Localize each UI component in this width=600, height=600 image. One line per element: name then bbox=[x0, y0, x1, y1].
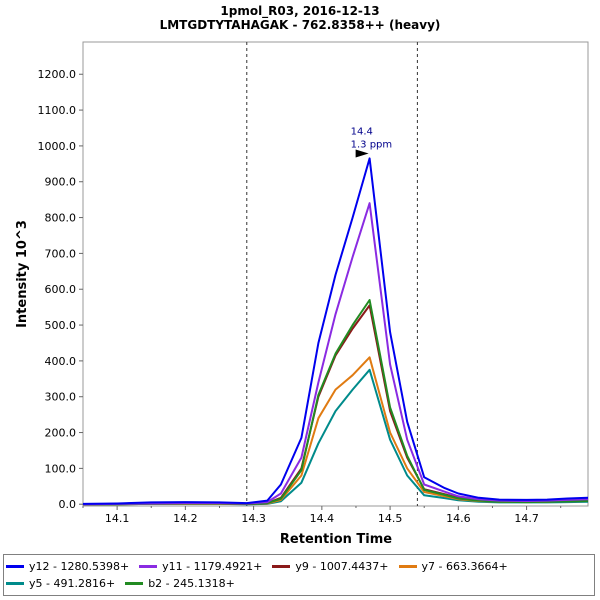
x-tick-label: 14.5 bbox=[378, 512, 403, 525]
x-axis: 14.1 14.2 14.3 14.4 14.5 14.6 14.7 bbox=[82, 506, 562, 525]
peak-marker-arrow bbox=[355, 149, 369, 158]
x-tick-label: 14.4 bbox=[310, 512, 335, 525]
y-tick-label: 400.0 bbox=[45, 355, 77, 368]
chart-title: 1pmol_R03, 2016-12-13 bbox=[220, 4, 379, 19]
legend-swatch bbox=[139, 565, 158, 568]
legend-swatch bbox=[6, 582, 24, 585]
legend-item: y11 - 1179.4921+ bbox=[139, 558, 262, 575]
y-tick-label: 900.0 bbox=[45, 176, 77, 189]
x-tick-label: 14.3 bbox=[241, 512, 266, 525]
x-tick-label: 14.7 bbox=[514, 512, 539, 525]
peak-annotation-ppm: 1.3 ppm bbox=[351, 139, 393, 150]
y-tick-label: 100.0 bbox=[45, 462, 77, 475]
legend-item: y5 - 491.2816+ bbox=[6, 575, 115, 592]
legend-swatch bbox=[6, 565, 24, 568]
peak-boundaries bbox=[246, 42, 418, 506]
y-axis-label: Intensity 10^3 bbox=[15, 220, 30, 328]
chart-subtitle: LMTGDTYTAHAGAK - 762.8358++ (heavy) bbox=[160, 18, 441, 32]
y-axis: 0.0 100.0 200.0 300.0 400.0 500.0 600.0 700.0 80… bbox=[38, 68, 83, 511]
y-tick-label: 300.0 bbox=[45, 391, 77, 404]
legend-label: y9 - 1007.4437+ bbox=[295, 560, 389, 573]
legend-item: y9 - 1007.4437+ bbox=[272, 558, 389, 575]
series-line-y12 bbox=[82, 157, 589, 505]
chart-legend: y12 - 1280.5398+ y11 - 1179.4921+ y9 - 100… bbox=[3, 554, 595, 596]
legend-label: y7 - 663.3664+ bbox=[421, 560, 508, 573]
legend-swatch bbox=[125, 582, 144, 585]
y-tick-label: 600.0 bbox=[45, 283, 77, 296]
peak-annotation-rt: 14.4 bbox=[351, 126, 373, 137]
y-tick-label: 700.0 bbox=[45, 247, 77, 260]
y-tick-label: 1000.0 bbox=[38, 140, 77, 153]
legend-label: b2 - 245.1318+ bbox=[148, 577, 235, 590]
y-tick-label: 1200.0 bbox=[38, 68, 77, 81]
legend-item: y7 - 663.3664+ bbox=[398, 558, 508, 575]
y-tick-label: 200.0 bbox=[45, 427, 77, 440]
x-tick-label: 14.6 bbox=[446, 512, 471, 525]
legend-swatch bbox=[272, 565, 291, 568]
chromatogram-chart: 1pmol_R03, 2016-12-13 LMTGDTYTAHAGAK - 7… bbox=[15, 4, 589, 547]
y-tick-label: 0.0 bbox=[59, 498, 77, 511]
legend-label: y11 - 1179.4921+ bbox=[162, 560, 263, 573]
y-tick-label: 500.0 bbox=[45, 319, 77, 332]
legend-label: y12 - 1280.5398+ bbox=[29, 560, 130, 573]
x-tick-label: 14.1 bbox=[105, 512, 130, 525]
legend-label: y5 - 491.2816+ bbox=[29, 577, 116, 590]
series-lines bbox=[82, 157, 589, 506]
legend-item: b2 - 245.1318+ bbox=[125, 575, 235, 592]
legend-item: y12 - 1280.5398+ bbox=[6, 558, 129, 575]
x-tick-label: 14.2 bbox=[173, 512, 198, 525]
peak-annotation: 14.4 1.3 ppm bbox=[351, 126, 393, 158]
y-tick-label: 800.0 bbox=[45, 212, 77, 225]
y-tick-label: 1100.0 bbox=[38, 104, 77, 117]
x-axis-label: Retention Time bbox=[280, 532, 392, 547]
legend-swatch bbox=[398, 565, 417, 568]
